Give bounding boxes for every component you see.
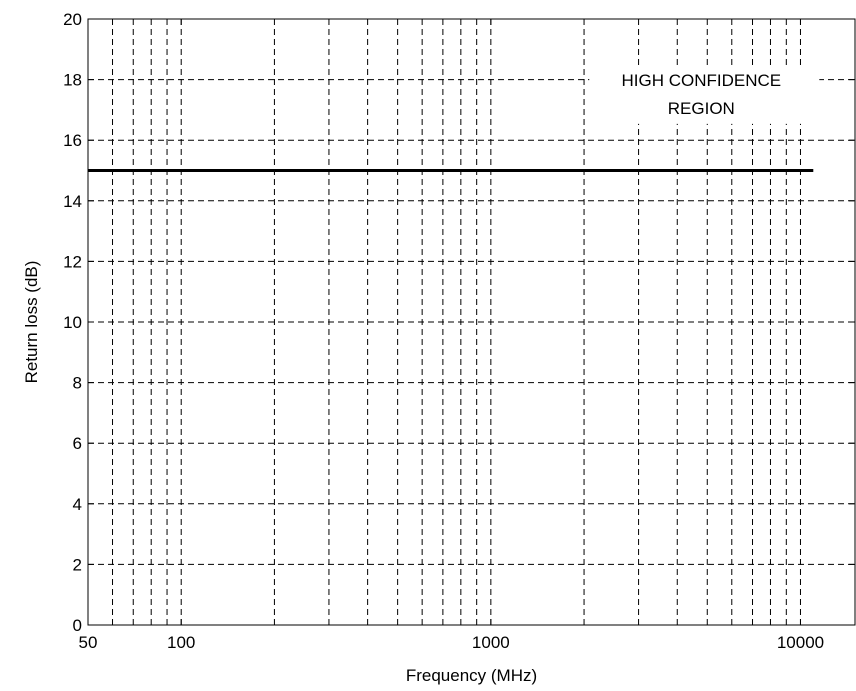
y-tick-label: 18 <box>63 71 82 90</box>
y-axis: 0 2 4 6 8 10 12 14 16 18 20 <box>63 10 855 635</box>
y-tick-label: 16 <box>63 131 82 150</box>
x-tick-label: 10000 <box>777 633 824 652</box>
y-axis-label: Return loss (dB) <box>22 261 41 384</box>
x-tick-label: 50 <box>79 633 98 652</box>
x-tick-label: 100 <box>167 633 195 652</box>
x-tick-label: 1000 <box>472 633 510 652</box>
y-tick-label: 6 <box>73 434 82 453</box>
y-tick-label: 20 <box>63 10 82 29</box>
y-tick-label: 12 <box>63 252 82 271</box>
y-tick-label: 14 <box>63 192 82 211</box>
y-tick-label: 2 <box>73 555 82 574</box>
x-axis: 50 100 1000 10000 <box>79 19 824 652</box>
annotation-line-2: REGION <box>668 99 735 118</box>
y-tick-label: 10 <box>63 313 82 332</box>
y-tick-label: 0 <box>73 616 82 635</box>
annotation-background <box>589 67 820 124</box>
annotation-line-1: HIGH CONFIDENCE <box>621 71 781 90</box>
grid <box>88 19 855 625</box>
y-tick-label: 4 <box>73 495 82 514</box>
x-axis-label: Frequency (MHz) <box>406 666 537 685</box>
y-tick-label: 8 <box>73 374 82 393</box>
